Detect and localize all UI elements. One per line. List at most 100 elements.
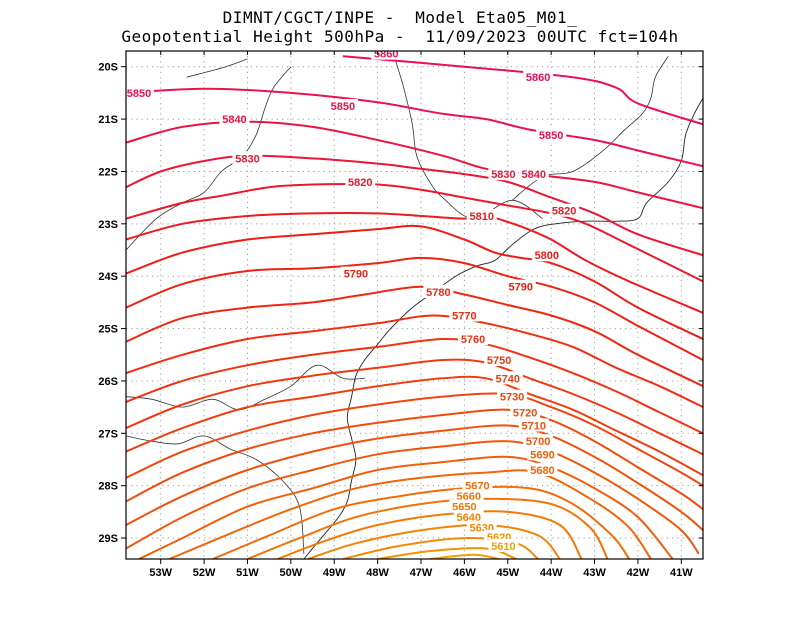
contour-label-bg	[462, 478, 493, 492]
contour-label-5860: 5860	[526, 72, 550, 84]
contour-label-bg	[488, 538, 519, 552]
contour-label-5750: 5750	[487, 355, 511, 367]
contour-label-bg	[527, 447, 558, 461]
lon-tick-label: 44W	[540, 567, 563, 579]
contour-label-bg	[219, 112, 250, 126]
contour-5810	[126, 212, 703, 314]
lon-tick-label: 49W	[323, 567, 346, 579]
contour-label-bg	[458, 332, 489, 346]
state-border	[186, 58, 248, 78]
contour-label-5840: 5840	[222, 114, 246, 126]
contour-label-5780: 5780	[426, 287, 450, 299]
contour-label-5690: 5690	[530, 449, 554, 461]
contour-5610	[429, 553, 500, 559]
contour-label-bg	[345, 174, 376, 188]
contour-label-bg	[340, 266, 371, 280]
contour-label-bg	[327, 98, 358, 112]
contour-label-5820: 5820	[552, 206, 576, 218]
state-border	[394, 58, 543, 220]
contour-5750	[126, 358, 703, 456]
contour-label-bg	[510, 405, 541, 419]
coastline-path	[303, 97, 703, 559]
contour-label-bg	[523, 434, 554, 448]
contour-label-bg	[371, 51, 402, 60]
lon-tick-label: 46W	[453, 567, 476, 579]
contour-label-5840: 5840	[522, 169, 546, 181]
contour-5710	[126, 424, 703, 531]
contour-5830	[126, 154, 703, 257]
lon-tick-label: 48W	[366, 567, 389, 579]
contour-5650	[277, 510, 583, 559]
contour-5850	[126, 87, 703, 168]
contour-label-bg	[466, 208, 497, 222]
contour-5630	[342, 537, 539, 559]
lon-tick-label: 52W	[193, 567, 216, 579]
lat-tick-label: 26S	[98, 376, 118, 388]
contour-label-bg	[126, 85, 155, 99]
contour-label-5680: 5680	[530, 465, 554, 477]
lon-tick-label: 41W	[670, 567, 693, 579]
coastline	[303, 97, 703, 559]
contour-5640	[307, 523, 561, 559]
contour-5740	[126, 375, 703, 477]
contour-labels: 5860 5860 5850 5850 5850 5840 5840 5830 5830 5820…	[126, 51, 580, 553]
contour-5680	[169, 469, 652, 559]
contour-label-5830: 5830	[235, 153, 259, 165]
contour-5700	[126, 440, 700, 555]
contour-lines	[126, 55, 703, 559]
lat-tick-label: 21S	[98, 114, 118, 126]
axis-ticks: 53W 52W 51W 50W 49W 48W 47W 46W 45W 44W 43W 42W 41W 2…	[98, 51, 703, 579]
contour-label-5810: 5810	[470, 211, 494, 223]
contour-label-5770: 5770	[452, 310, 476, 322]
lon-tick-label: 47W	[410, 567, 433, 579]
contour-5800	[126, 224, 703, 340]
contour-label-bg	[549, 203, 580, 217]
contour-label-5760: 5760	[461, 334, 485, 346]
state-borders	[126, 55, 669, 554]
contour-label-bg	[531, 248, 562, 262]
contour-label-bg	[505, 279, 536, 293]
contour-label-bg	[518, 418, 549, 432]
contour-5690	[138, 455, 674, 559]
lon-tick-label: 53W	[149, 567, 172, 579]
contour-label-bg	[232, 151, 263, 165]
contour-label-5830: 5830	[491, 169, 515, 181]
state-border	[511, 55, 669, 201]
contour-5820	[126, 183, 703, 283]
contour-label-5700: 5700	[526, 436, 550, 448]
contour-label-5850: 5850	[331, 101, 355, 113]
contour-5780	[126, 285, 703, 388]
contour-label-5790: 5790	[344, 269, 368, 281]
contour-label-bg	[518, 167, 549, 181]
lat-tick-label: 23S	[98, 219, 118, 231]
contour-label-bg	[523, 70, 554, 84]
lon-tick-label: 50W	[280, 567, 303, 579]
contour-label-bg	[423, 284, 454, 298]
contour-label-5800: 5800	[535, 250, 559, 262]
contour-label-bg	[453, 510, 484, 524]
contour-label-bg	[449, 499, 480, 513]
lon-tick-label: 45W	[496, 567, 519, 579]
contour-label-5730: 5730	[500, 392, 524, 404]
lat-tick-label: 25S	[98, 324, 118, 336]
lat-tick-label: 27S	[98, 428, 118, 440]
contour-label-bg	[484, 352, 515, 366]
contour-label-bg	[449, 308, 480, 322]
contour-label-5740: 5740	[496, 373, 520, 385]
contour-5620	[377, 547, 517, 559]
contour-label-5850: 5850	[539, 130, 563, 142]
contour-5790	[126, 256, 703, 361]
contour-label-5720: 5720	[513, 407, 537, 419]
contour-5730	[126, 392, 703, 487]
lon-tick-label: 51W	[236, 567, 259, 579]
lat-tick-label: 20S	[98, 62, 118, 74]
contour-label-5850: 5850	[127, 88, 151, 100]
contour-label-bg	[492, 371, 523, 385]
lat-tick-label: 24S	[98, 271, 118, 283]
plot-frame	[125, 50, 704, 560]
map-title-line-1: DIMNT/CGCT/INPE - Model Eta05_M01_	[222, 8, 578, 27]
lat-tick-label: 28S	[98, 481, 118, 493]
contour-5720	[126, 408, 703, 511]
contour-label-bg	[488, 167, 519, 181]
